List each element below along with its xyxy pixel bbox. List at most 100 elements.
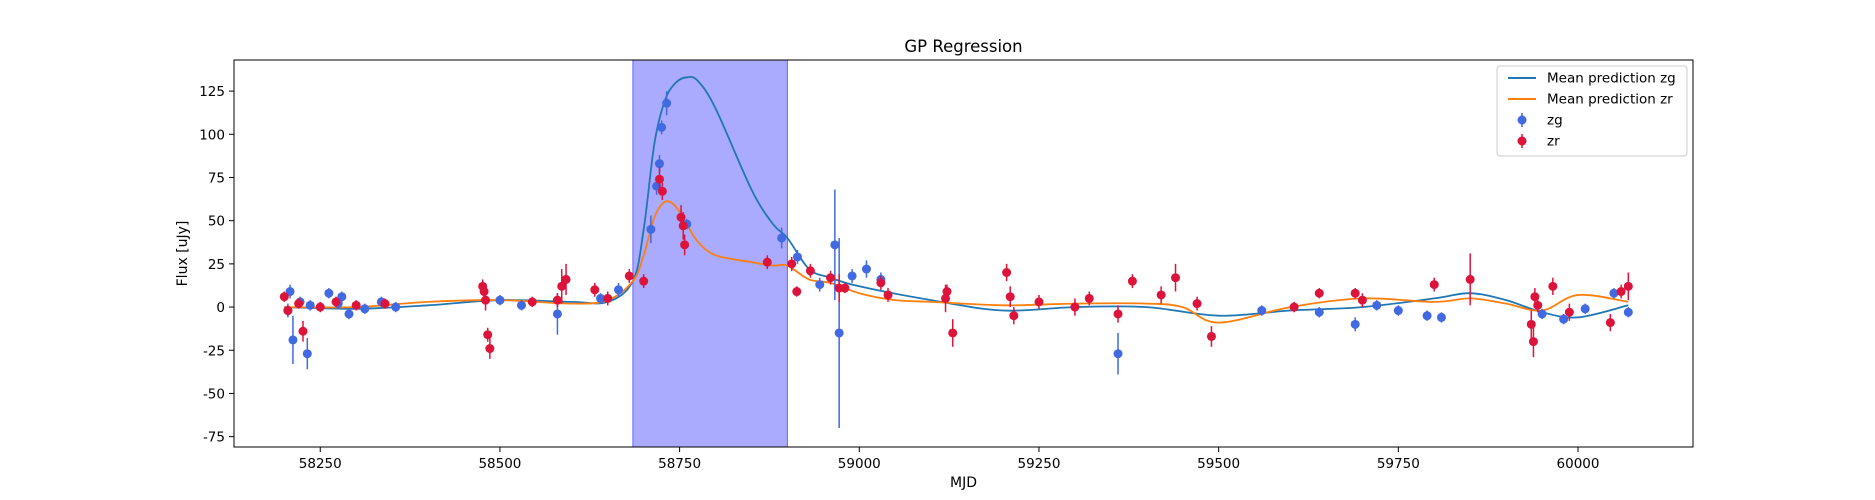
data-point-zg	[861, 260, 871, 278]
point-marker	[495, 295, 505, 305]
point-marker	[805, 266, 815, 276]
point-marker	[485, 344, 495, 354]
point-marker	[1350, 288, 1360, 298]
point-marker	[1206, 331, 1216, 341]
data-point-zg	[337, 291, 347, 302]
data-point-zr	[826, 270, 836, 285]
point-marker	[380, 299, 390, 309]
data-point-zr	[481, 289, 491, 311]
point-marker	[1548, 281, 1558, 291]
point-marker	[1422, 311, 1432, 321]
point-marker	[1372, 300, 1382, 310]
point-marker	[552, 309, 562, 319]
data-point-zr	[351, 300, 361, 311]
data-point-zr	[380, 298, 390, 309]
point-marker	[792, 287, 802, 297]
point-marker	[483, 330, 493, 340]
data-point-zg	[344, 308, 354, 320]
point-marker	[305, 300, 315, 310]
data-point-zr	[483, 327, 493, 342]
point-marker	[1609, 288, 1619, 298]
data-point-zr	[590, 282, 600, 297]
y-axis-label: Flux [uJy]	[175, 221, 191, 287]
point-marker	[279, 292, 289, 302]
legend-label-zr: zr	[1547, 134, 1560, 150]
data-point-zg	[1113, 332, 1123, 375]
point-marker	[1171, 273, 1181, 283]
point-marker	[826, 273, 836, 283]
point-marker	[654, 159, 664, 169]
data-point-zg	[495, 294, 505, 306]
point-marker	[324, 288, 334, 298]
data-point-zr	[1465, 253, 1475, 306]
data-point-zr	[639, 274, 649, 289]
data-point-zr	[1192, 296, 1202, 311]
data-point-zg	[830, 189, 840, 301]
data-point-zg	[1350, 317, 1360, 332]
point-marker	[1623, 307, 1633, 317]
data-point-zr	[1564, 303, 1574, 321]
point-marker	[1580, 304, 1590, 314]
legend-label-zr-prediction: Mean prediction zr	[1547, 92, 1673, 108]
point-marker	[639, 276, 649, 286]
point-marker	[792, 252, 802, 262]
y-tick-label: 0	[216, 300, 225, 316]
x-tick-label: 58500	[478, 456, 521, 472]
point-marker	[948, 328, 958, 338]
point-marker	[840, 283, 850, 293]
point-marker	[1393, 306, 1403, 316]
data-point-zg	[657, 120, 667, 135]
data-point-zg	[324, 288, 334, 299]
point-marker	[288, 335, 298, 345]
point-marker	[337, 292, 347, 302]
point-marker	[1429, 280, 1439, 290]
y-tick-label: -25	[203, 343, 225, 359]
point-marker	[657, 186, 667, 196]
data-point-zr	[762, 255, 772, 270]
point-marker	[1127, 276, 1137, 286]
point-marker	[678, 221, 688, 231]
axes-frame	[233, 59, 1694, 448]
data-point-zr	[1533, 298, 1543, 313]
data-point-zr	[1548, 277, 1558, 295]
point-marker	[830, 240, 840, 250]
data-point-zr	[298, 320, 308, 342]
point-marker	[787, 259, 797, 269]
data-point-zr	[603, 291, 613, 306]
data-point-zg	[1559, 313, 1569, 325]
point-marker	[942, 287, 952, 297]
point-marker	[603, 293, 613, 303]
data-point-zg	[1257, 305, 1267, 316]
point-marker	[815, 280, 825, 290]
point-marker	[1192, 299, 1202, 309]
data-point-zr	[1002, 263, 1012, 282]
y-axis-ticks: -75 -50 -25 0 25 50 75 100 125	[199, 84, 234, 446]
data-point-zg	[646, 215, 656, 244]
point-marker	[1314, 288, 1324, 298]
point-marker	[479, 287, 489, 297]
point-marker	[344, 309, 354, 319]
data-point-zg	[1436, 312, 1446, 323]
data-point-zr	[787, 256, 797, 271]
plot-area	[234, 60, 1693, 447]
x-tick-label: 59500	[1197, 456, 1240, 472]
data-point-zr	[552, 293, 562, 308]
data-point-zr	[557, 269, 567, 304]
legend: Mean prediction zg Mean prediction zr zg…	[1496, 65, 1688, 157]
point-marker	[1623, 281, 1633, 291]
data-point-zr	[1314, 288, 1324, 299]
point-marker	[876, 278, 886, 288]
point-marker	[298, 326, 308, 336]
data-point-zg	[1537, 308, 1547, 320]
y-tick-label: 25	[208, 257, 225, 273]
data-point-zg	[288, 315, 298, 365]
point-marker	[680, 240, 690, 250]
point-marker	[762, 257, 772, 267]
point-marker	[1113, 309, 1123, 319]
point-marker	[1436, 312, 1446, 322]
x-tick-label: 59750	[1377, 456, 1420, 472]
legend-zg-point-swatch	[1517, 115, 1527, 125]
data-point-zg	[285, 284, 295, 299]
